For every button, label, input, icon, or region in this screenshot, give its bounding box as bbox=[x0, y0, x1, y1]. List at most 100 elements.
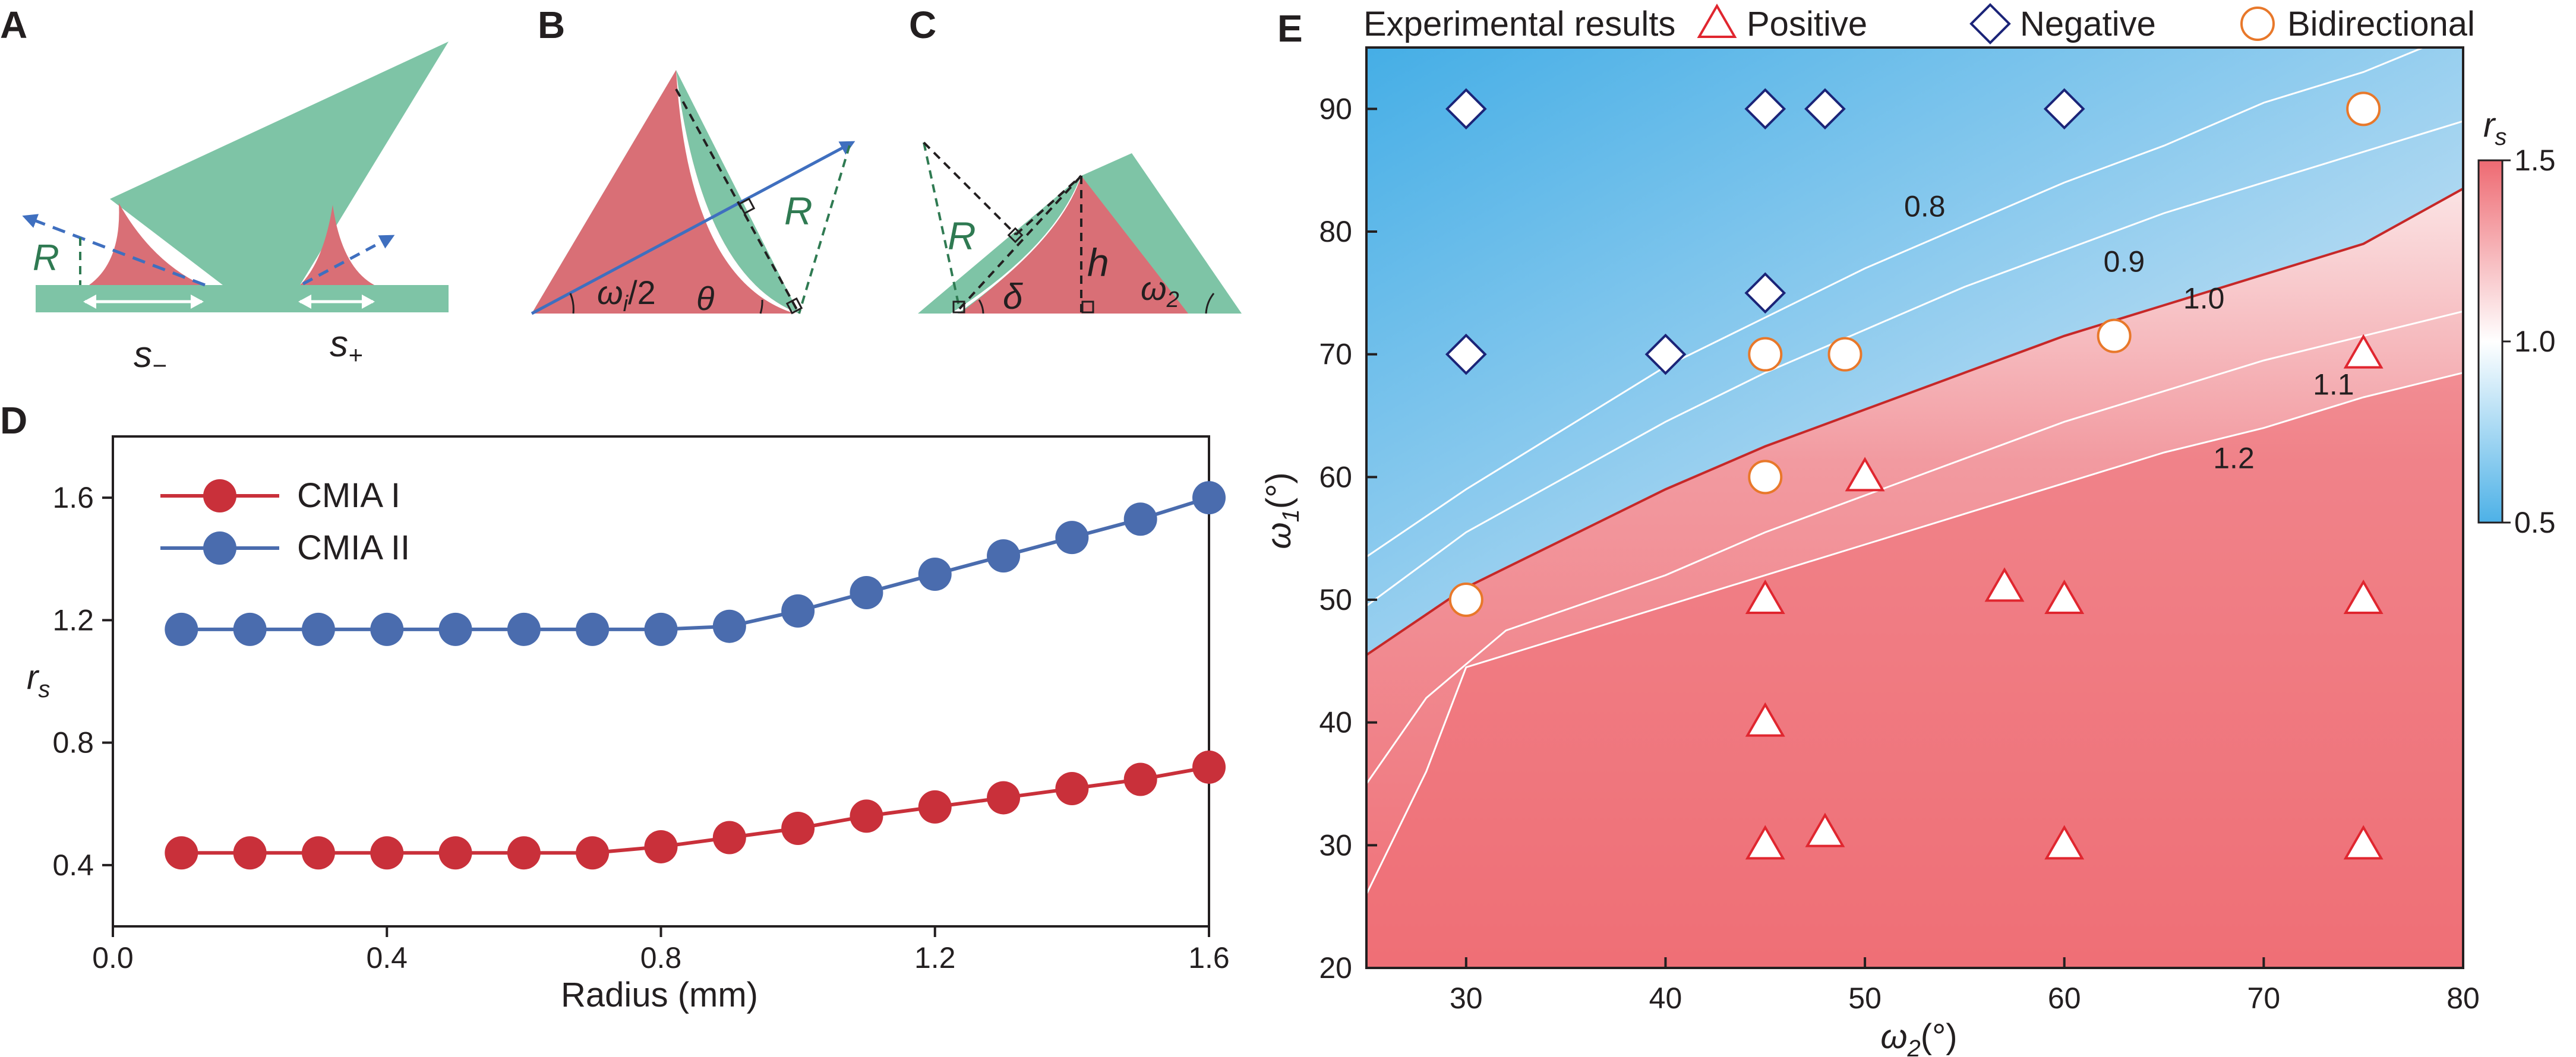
data-point bbox=[576, 836, 610, 870]
x-tick-label: 1.6 bbox=[1188, 941, 1230, 974]
y-tick-label: 0.8 bbox=[52, 726, 94, 759]
x-tick-label: 70 bbox=[2247, 982, 2281, 1015]
data-point bbox=[918, 558, 952, 591]
x-tick-label: 50 bbox=[1848, 982, 1882, 1015]
data-point bbox=[918, 790, 952, 824]
legend-label: Positive bbox=[1747, 5, 1867, 43]
diamond-marker bbox=[1445, 88, 1487, 130]
data-point bbox=[576, 612, 610, 646]
s-plus-arrowhead-right bbox=[362, 295, 375, 309]
panel-b: B ωi/2 θ R bbox=[531, 4, 855, 317]
chart-d-legend: CMIA I CMIA II bbox=[160, 476, 410, 567]
series-line bbox=[181, 765, 1210, 855]
legend-triangle-marker bbox=[1697, 3, 1737, 38]
data-point bbox=[370, 836, 404, 870]
data-point bbox=[233, 836, 267, 870]
data-point bbox=[301, 836, 335, 870]
h-label: h bbox=[1087, 240, 1109, 284]
triangle-marker bbox=[1745, 579, 1785, 614]
wedge-shape bbox=[110, 42, 449, 285]
experimental-markers bbox=[1445, 88, 2384, 860]
data-point bbox=[438, 836, 472, 870]
x-tick-label: 1.2 bbox=[914, 941, 956, 974]
chart-e-xlabel: ω2(°) bbox=[1880, 1017, 1957, 1057]
data-point bbox=[712, 609, 746, 643]
radius-arrow-left bbox=[22, 214, 206, 287]
data-point bbox=[438, 612, 472, 646]
y-tick-label: 60 bbox=[1319, 460, 1352, 493]
angle-arc-b bbox=[569, 293, 574, 314]
y-tick-label: 30 bbox=[1319, 828, 1352, 862]
circle-marker bbox=[1748, 460, 1783, 495]
diamond-marker bbox=[1744, 272, 1786, 314]
circle-marker bbox=[1827, 337, 1862, 372]
contour-label: 1.1 bbox=[2313, 368, 2354, 401]
data-point bbox=[1192, 481, 1226, 515]
heatmap-deep-red-region bbox=[1366, 372, 2463, 968]
triangle-marker bbox=[2343, 334, 2384, 369]
y-tick-label: 20 bbox=[1319, 951, 1352, 985]
circle-marker bbox=[2346, 91, 2381, 126]
substrate-bar bbox=[36, 285, 449, 312]
legend-label: CMIA I bbox=[297, 476, 400, 515]
panel-c: C R δ h ω2 bbox=[909, 4, 1242, 317]
legend-diamond-marker bbox=[1969, 3, 2011, 45]
panel-a-label: A bbox=[0, 4, 27, 46]
y-tick-label: 70 bbox=[1319, 338, 1352, 371]
dash-c-2 bbox=[923, 141, 1017, 236]
x-tick-label: 30 bbox=[1450, 982, 1483, 1015]
data-point bbox=[301, 612, 335, 646]
s-plus-label: s+ bbox=[330, 324, 363, 369]
circle-marker bbox=[1748, 337, 1783, 372]
contour-line bbox=[1366, 310, 2463, 784]
legend-circle-marker bbox=[2240, 7, 2275, 41]
right-angle-c-2 bbox=[952, 300, 965, 314]
data-point bbox=[1123, 502, 1157, 536]
triangle-marker bbox=[2343, 825, 2384, 860]
dash-c-4 bbox=[1015, 175, 1082, 236]
angle-arc-omega2 bbox=[1205, 293, 1215, 314]
triangle-marker bbox=[1745, 825, 1785, 860]
liquid-c-right bbox=[1081, 176, 1188, 314]
triangle-marker bbox=[1745, 702, 1785, 737]
panel-e: E 0.8 0.9 1.0 1.1 1.2 30 40 50 60 70 80 20 30 40 50 60… bbox=[1259, 3, 2556, 1057]
contour-label: 1.2 bbox=[2213, 441, 2255, 474]
data-point bbox=[987, 781, 1021, 815]
x-tick-label: 60 bbox=[2048, 982, 2081, 1015]
data-point bbox=[1055, 521, 1089, 555]
y-tick-label: 80 bbox=[1319, 215, 1352, 248]
x-tick-label: 0.4 bbox=[366, 941, 408, 974]
radius-label-b: R bbox=[784, 189, 813, 233]
dash-b-2 bbox=[798, 145, 851, 314]
theta-label: θ bbox=[696, 280, 714, 317]
data-point bbox=[1192, 750, 1226, 784]
data-point bbox=[987, 539, 1021, 573]
data-point bbox=[233, 612, 267, 646]
circle-marker bbox=[1448, 583, 1483, 617]
heatmap-field bbox=[1366, 48, 2463, 968]
y-tick-label: 40 bbox=[1319, 706, 1352, 739]
panel-b-label: B bbox=[538, 4, 565, 46]
triangle-marker bbox=[1984, 567, 2025, 602]
data-point bbox=[1055, 771, 1089, 805]
data-point bbox=[712, 821, 746, 855]
diamond-marker bbox=[1445, 333, 1487, 375]
colorbar-tick-label: 1.0 bbox=[2514, 325, 2556, 358]
colorbar bbox=[2477, 159, 2504, 524]
chart-d-ylabel: rs bbox=[27, 658, 50, 702]
s-plus-arrowhead-left bbox=[298, 295, 311, 309]
angle-arc-delta bbox=[978, 299, 984, 314]
colorbar-tick-label: 0.5 bbox=[2514, 506, 2556, 539]
panel-d-label: D bbox=[0, 399, 27, 442]
radius-label-c: R bbox=[948, 214, 976, 258]
triangle-marker bbox=[2343, 579, 2384, 614]
legend-label: Negative bbox=[2020, 5, 2156, 43]
meniscus-left bbox=[89, 203, 202, 285]
y-tick-label: 50 bbox=[1319, 583, 1352, 616]
contour-line bbox=[1366, 187, 2463, 656]
data-point bbox=[781, 812, 815, 845]
triangle-marker bbox=[2044, 579, 2085, 614]
chart-e-ticks: 30 40 50 60 70 80 20 30 40 50 60 70 80 90 bbox=[1319, 92, 2479, 1015]
data-point bbox=[370, 612, 404, 646]
